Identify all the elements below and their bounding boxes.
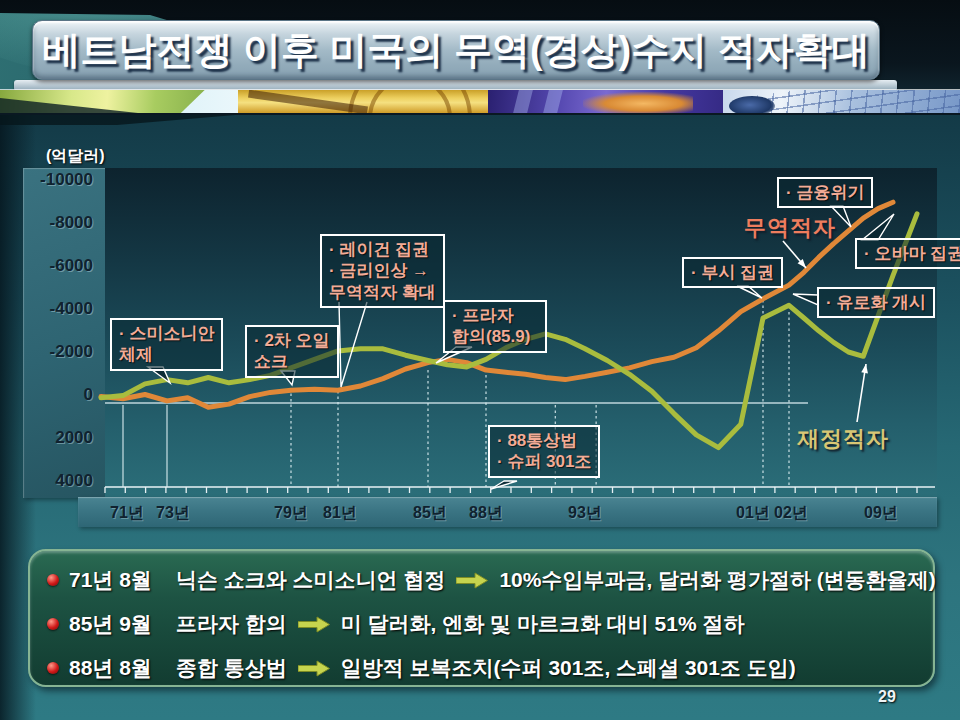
series-label-trade: 무역적자	[744, 213, 836, 243]
bullet-icon	[47, 618, 59, 630]
page-number: 29	[878, 688, 896, 706]
summary-row: 71년 8월 닉슨 쇼크와 스미소니언 협정 10%수입부과금, 달러화 평가절…	[44, 558, 919, 602]
summary-box: 71년 8월 닉슨 쇼크와 스미소니언 협정 10%수입부과금, 달러화 평가절…	[28, 549, 935, 687]
photo-hand	[488, 90, 723, 113]
x-tick-label: 85년	[413, 503, 447, 524]
row-result: 일방적 보복조치(수퍼 301조, 스페셜 301조 도입)	[341, 654, 796, 682]
callout-oil: · 2차 오일쇼크	[245, 325, 339, 378]
title-bar: 베트남전쟁 이후 미국의 무역(경상)수지 적자확대	[32, 20, 880, 80]
callout-reagan: · 레이건 집권· 금리인상 →무역적자 확대	[320, 234, 445, 308]
bullet-icon	[47, 574, 59, 586]
y-tick-label: -10000	[40, 170, 93, 190]
row-date: 88년 8월	[69, 654, 152, 682]
y-tick-label: 2000	[55, 428, 93, 448]
photo-strip	[0, 90, 960, 113]
row-label: 닉슨 쇼크와 스미소니언 협정	[176, 566, 446, 594]
x-tick-label: 88년	[469, 503, 503, 524]
y-axis-panel: -10000 -8000 -6000 -4000 -2000 0 2000 4000	[23, 168, 105, 498]
y-tick-label: -2000	[50, 342, 93, 362]
row-label: 프라자 합의	[176, 610, 287, 638]
x-tick-label: 09년	[864, 503, 898, 524]
x-tick-label: 93년	[568, 503, 602, 524]
x-tick-label: 71년	[110, 503, 144, 524]
row-result: 미 달러화, 엔화 및 마르크화 대비 51% 절하	[341, 610, 745, 638]
callout-smithsonian: · 스미소니안체제	[110, 318, 223, 371]
bullet-icon	[47, 662, 59, 674]
row-date: 85년 9월	[69, 610, 152, 638]
summary-row: 85년 9월 프라자 합의 미 달러화, 엔화 및 마르크화 대비 51% 절하	[44, 602, 919, 646]
y-tick-label: -4000	[50, 299, 93, 319]
series-label-fiscal: 재정적자	[797, 424, 889, 454]
callout-euro: · 유로화 개시	[817, 287, 935, 318]
row-result: 10%수입부과금, 달러화 평가절하 (변동환율제)	[499, 566, 935, 594]
y-tick-label: 4000	[55, 471, 93, 491]
y-axis-unit-label: (억달러)	[46, 146, 105, 167]
page-title: 베트남전쟁 이후 미국의 무역(경상)수지 적자확대	[42, 25, 870, 76]
x-tick-label: 81년	[323, 503, 357, 524]
x-tick-label: 01년	[736, 503, 770, 524]
block-arrow-icon	[298, 616, 330, 633]
callout-bush: · 부시 집권	[682, 257, 783, 288]
y-tick-label: -8000	[50, 213, 93, 233]
callout-obama: · 오바마 집권	[855, 238, 960, 269]
y-tick-label: 0	[84, 385, 93, 405]
photo-harddrive	[238, 90, 488, 113]
photo-mouse	[0, 90, 238, 113]
x-tick-label: 73년	[156, 503, 190, 524]
row-date: 71년 8월	[69, 566, 152, 594]
block-arrow-icon	[298, 660, 330, 677]
slide: 베트남전쟁 이후 미국의 무역(경상)수지 적자확대 (억달러) -10000-…	[0, 0, 960, 720]
y-tick-label: -6000	[50, 256, 93, 276]
x-tick-label: 79년	[274, 503, 308, 524]
x-axis-bar: 71년 73년 79년 81년 85년 88년 93년 01년02년 09년	[78, 497, 937, 527]
summary-row: 88년 8월 종합 통상법 일방적 보복조치(수퍼 301조, 스페셜 301조…	[44, 646, 919, 690]
callout-crisis: · 금융위기	[777, 177, 873, 208]
x-tick-label: 02년	[774, 503, 808, 524]
callout-plaza: · 프라자합의(85.9)	[443, 300, 547, 353]
callout-law88: · 88통상법· 슈퍼 301조	[488, 425, 600, 478]
photo-keyboard	[723, 90, 960, 113]
block-arrow-icon	[456, 572, 488, 589]
row-label: 종합 통상법	[176, 654, 287, 682]
